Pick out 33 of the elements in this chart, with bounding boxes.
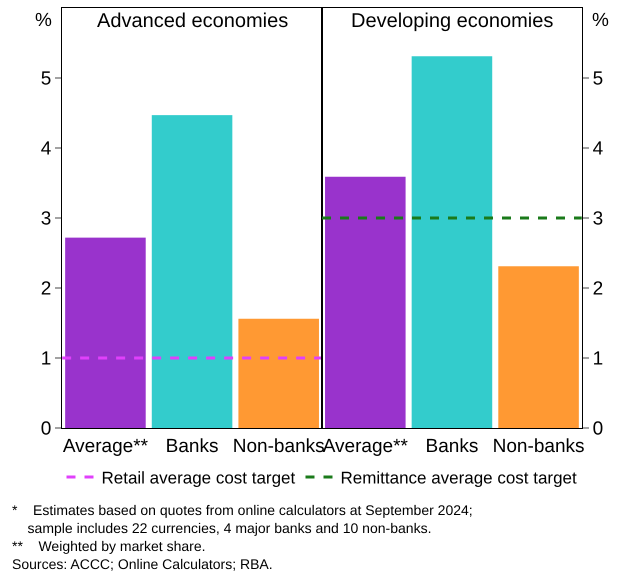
y-axis-title: %: [592, 10, 609, 31]
legend-label: Retail average cost target: [102, 468, 296, 488]
chart-title: Advanced economies: [97, 10, 288, 32]
text: ** Weighted by market share.: [12, 538, 206, 554]
text: * Estimates based on quotes from online calculators at September 2024; sample includes 22 currencies, 4 major banks and 10 non-banks.: [12, 502, 473, 536]
legend-label: Remittance average cost target: [340, 468, 577, 488]
x-tick-label: Average**: [62, 436, 149, 457]
x-tick-label: Average**: [322, 436, 409, 457]
bar: [238, 318, 319, 428]
bar: [325, 176, 406, 428]
bar: [65, 238, 146, 428]
y-tick-label: 4: [40, 138, 52, 160]
source-note: Sources: ACCC; Online Calculators; RBA.: [12, 556, 273, 572]
bar: [498, 266, 579, 428]
y-tick-label: 1: [592, 348, 604, 370]
y-tick-label: 2: [40, 278, 52, 300]
x-tick-label: Banks: [166, 436, 218, 457]
y-tick-label: 4: [592, 138, 604, 160]
y-tick-label: 3: [40, 208, 52, 230]
y-tick-label: 0: [592, 418, 604, 440]
x-tick-label: Banks: [426, 436, 478, 457]
y-tick-label: 3: [592, 208, 604, 230]
x-tick-label: Non-banks: [492, 436, 585, 457]
y-tick-label: 5: [592, 68, 604, 90]
chart-title: Developing economies: [351, 10, 554, 32]
y-tick-label: 5: [40, 68, 52, 90]
y-tick-label: 2: [592, 278, 604, 300]
y-axis-title: %: [35, 10, 52, 31]
bar: [152, 115, 232, 428]
x-tick-label: Non-banks: [232, 436, 325, 457]
bar: [412, 56, 492, 428]
y-tick-label: 0: [40, 418, 52, 440]
y-tick-label: 1: [40, 348, 52, 370]
